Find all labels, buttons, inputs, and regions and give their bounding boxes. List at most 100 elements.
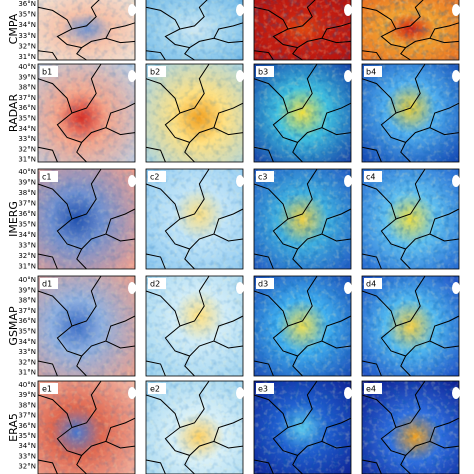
panel-label-box <box>364 278 382 289</box>
province-boundary <box>37 78 136 143</box>
province-boundary <box>400 142 411 163</box>
marker <box>128 4 136 16</box>
province-boundary <box>145 146 166 163</box>
marker <box>344 282 352 294</box>
marker <box>128 387 136 399</box>
panel-frame <box>145 275 244 377</box>
panel-label-box <box>148 383 166 394</box>
province-boundary <box>287 63 318 114</box>
province-boundary <box>145 183 244 250</box>
marker <box>452 387 460 399</box>
province-boundary <box>361 394 460 456</box>
map-texture <box>254 169 351 269</box>
map-texture <box>254 0 351 60</box>
latitude-label: 40°N <box>18 168 36 176</box>
province-boundary <box>145 50 166 61</box>
latitude-label: 37°N <box>18 200 36 208</box>
latitude-label: 38°N <box>18 297 36 305</box>
latitude-label: 39°N <box>18 179 36 187</box>
panel-frame <box>145 380 244 474</box>
marker <box>344 387 352 399</box>
map-texture <box>146 169 243 269</box>
map-texture <box>254 64 351 162</box>
latitude-label: 39°N <box>18 286 36 294</box>
province-boundary <box>37 253 58 270</box>
panel-label-box <box>40 383 58 394</box>
latitude-label: 31°N <box>18 263 36 271</box>
province-boundary <box>71 63 102 114</box>
latitude-label: 35°N <box>18 432 36 440</box>
panel-label: b2 <box>150 68 160 77</box>
panel-label: b3 <box>258 68 268 77</box>
latitude-label: 39°N <box>18 73 36 81</box>
latitude-label: 37°N <box>18 307 36 315</box>
province-boundary <box>145 360 166 377</box>
latitude-label: 32°N <box>18 358 36 366</box>
province-boundary <box>184 142 195 163</box>
province-boundary <box>287 0 316 30</box>
province-boundary <box>253 253 274 270</box>
province-boundary <box>184 355 195 377</box>
province-boundary <box>361 50 382 61</box>
latitude-label: 36°N <box>18 0 36 8</box>
province-boundary <box>37 290 136 357</box>
province-boundary <box>361 78 460 143</box>
panel-label: e2 <box>150 385 160 394</box>
province-boundary <box>37 50 58 61</box>
province-boundary <box>145 459 166 474</box>
province-boundary <box>395 0 424 30</box>
latitude-label: 33°N <box>18 452 36 460</box>
latitude-label: 37°N <box>18 412 36 420</box>
province-boundary <box>400 455 411 474</box>
panel-frame <box>361 63 460 163</box>
province-boundary <box>287 380 318 428</box>
province-boundary <box>292 455 303 474</box>
row-label: IMERG <box>7 201 20 237</box>
province-boundary <box>429 315 460 342</box>
latitude-label: 34°N <box>18 442 36 450</box>
latitude-label: 38°N <box>18 189 36 197</box>
panel-frame <box>253 0 352 61</box>
map-texture <box>38 0 135 60</box>
map-texture <box>146 64 243 162</box>
province-boundary <box>213 22 244 39</box>
panel-label-box <box>148 278 166 289</box>
marker <box>236 4 244 16</box>
panel-label-box <box>256 171 274 182</box>
province-boundary <box>213 417 244 442</box>
map-texture <box>362 64 459 162</box>
panel-frame <box>37 380 136 474</box>
province-boundary <box>179 63 210 114</box>
province-boundary <box>71 275 102 327</box>
panel-label: c2 <box>150 173 160 182</box>
province-boundary <box>253 183 352 250</box>
province-boundary <box>361 146 382 163</box>
map-texture <box>38 381 135 474</box>
latitude-label: 34°N <box>18 125 36 133</box>
province-boundary <box>105 417 136 442</box>
panel-label: d1 <box>42 280 52 289</box>
marker <box>452 282 460 294</box>
province-boundary <box>321 417 352 442</box>
province-boundary <box>361 183 460 250</box>
province-boundary <box>37 146 58 163</box>
province-boundary <box>37 360 58 377</box>
map-texture <box>146 0 243 60</box>
province-boundary <box>287 168 318 220</box>
marker <box>452 70 460 82</box>
province-boundary <box>76 142 87 163</box>
province-boundary <box>395 63 426 114</box>
map-texture <box>146 276 243 376</box>
panel-label: d4 <box>366 280 376 289</box>
panel-label-box <box>256 383 274 394</box>
latitude-label: 33°N <box>18 32 36 40</box>
province-boundary <box>429 22 460 39</box>
latitude-label: 32°N <box>18 252 36 260</box>
province-boundary <box>37 459 58 474</box>
latitude-label: 31°N <box>18 369 36 377</box>
panel-frame <box>37 275 136 377</box>
row-label: GSMAP <box>7 306 20 346</box>
latitude-label: 32°N <box>18 463 36 471</box>
province-boundary <box>400 355 411 377</box>
province-boundary <box>253 6 352 49</box>
